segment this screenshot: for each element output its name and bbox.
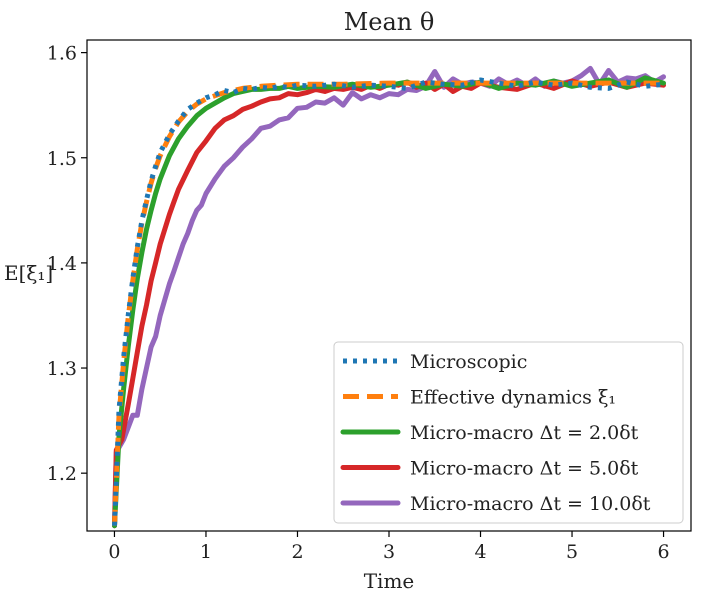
x-tick-label: 6: [657, 541, 669, 563]
series-layer: [112, 65, 666, 529]
y-tick-label: 1.6: [47, 43, 77, 65]
y-tick-label: 1.2: [47, 463, 77, 485]
x-tick-label: 3: [383, 541, 395, 563]
legend-box: [333, 341, 684, 524]
legend-label-5: Micro-macro Δt = 10.0δt: [410, 493, 651, 515]
x-tick-label: 1: [200, 541, 212, 563]
y-tick-label: 1.4: [47, 253, 77, 275]
x-tick-label: 0: [108, 541, 120, 563]
x-axis-label: Time: [364, 569, 415, 593]
y-axis-label: E[ξ₁]: [4, 261, 53, 285]
chart-title: Mean θ: [344, 8, 435, 36]
x-tick-label: 2: [291, 541, 303, 563]
legend-label-4: Micro-macro Δt = 5.0δt: [410, 458, 639, 480]
y-tick-label: 1.3: [47, 358, 77, 380]
x-tick-label: 4: [474, 541, 486, 563]
legend: Microscopic Effective dynamics ξ₁ Micro-ma…: [333, 341, 684, 524]
series-line-1: [112, 77, 664, 526]
legend-label-3: Micro-macro Δt = 2.0δt: [410, 422, 639, 444]
x-tick-label: 5: [566, 541, 578, 563]
legend-label-2: Effective dynamics ξ₁: [410, 387, 616, 409]
y-axis: 1.2 1.3 1.4 1.5 1.6: [47, 43, 87, 485]
legend-label-1: Microscopic: [410, 351, 527, 373]
y-tick-label: 1.5: [47, 148, 77, 170]
x-axis: 0 1 2 3 4 5 6: [108, 531, 670, 563]
